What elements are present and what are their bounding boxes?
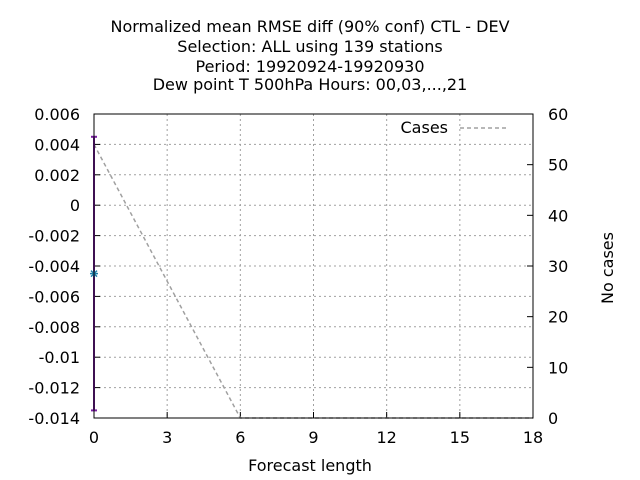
y-tick-label: -0.008 [28,318,80,337]
y-tick-label: -0.006 [28,287,80,306]
x-tick-label: 0 [89,428,99,447]
chart-title: Normalized mean RMSE diff (90% conf) CTL… [110,17,509,94]
y-tick-label: 0.002 [34,166,80,185]
y-tick-label: -0.004 [28,257,80,276]
legend-label-cases: Cases [401,118,449,137]
plot-frame [93,113,534,419]
y-tick-label: 0.006 [34,105,80,124]
y2-tick-label: 10 [548,358,568,377]
x-tick-label: 18 [523,428,543,447]
x-tick-label: 9 [308,428,318,447]
y2-tick-label: 50 [548,156,568,175]
title-line-3: Period: 19920924-19920930 [195,57,424,76]
y2-tick-label: 30 [548,257,568,276]
x-axis-ticks: 0 3 6 9 12 15 18 [89,412,543,447]
y2-axis-label: No cases [598,232,617,304]
legend: Cases [401,118,506,137]
x-tick-label: 12 [376,428,396,447]
x-tick-label: 6 [235,428,245,447]
title-line-4: Dew point T 500hPa Hours: 00,03,...,21 [153,75,468,94]
x-tick-label: 15 [450,428,470,447]
x-tick-label: 3 [162,428,172,447]
y-tick-label: -0.002 [28,227,80,246]
y2-tick-label: 40 [548,206,568,225]
y-tick-label: -0.01 [39,348,80,367]
title-line-1: Normalized mean RMSE diff (90% conf) CTL… [110,17,509,36]
y2-tick-label: 0 [548,409,558,428]
y-tick-label: -0.014 [28,409,80,428]
y2-axis-ticks: 60 50 40 30 20 10 0 [527,105,568,428]
y-tick-label: 0.004 [34,135,80,154]
y2-tick-label: 60 [548,105,568,124]
x-axis-label: Forecast length [248,456,372,475]
y-tick-label: 0 [70,196,80,215]
grid-lines [94,114,533,418]
y-tick-label: -0.012 [28,379,80,398]
y-axis-ticks: 0.006 0.004 0.002 0 -0.002 -0.004 -0.006 -0.008… [28,105,100,428]
title-line-2: Selection: ALL using 139 stations [177,37,442,56]
y2-tick-label: 20 [548,308,568,327]
